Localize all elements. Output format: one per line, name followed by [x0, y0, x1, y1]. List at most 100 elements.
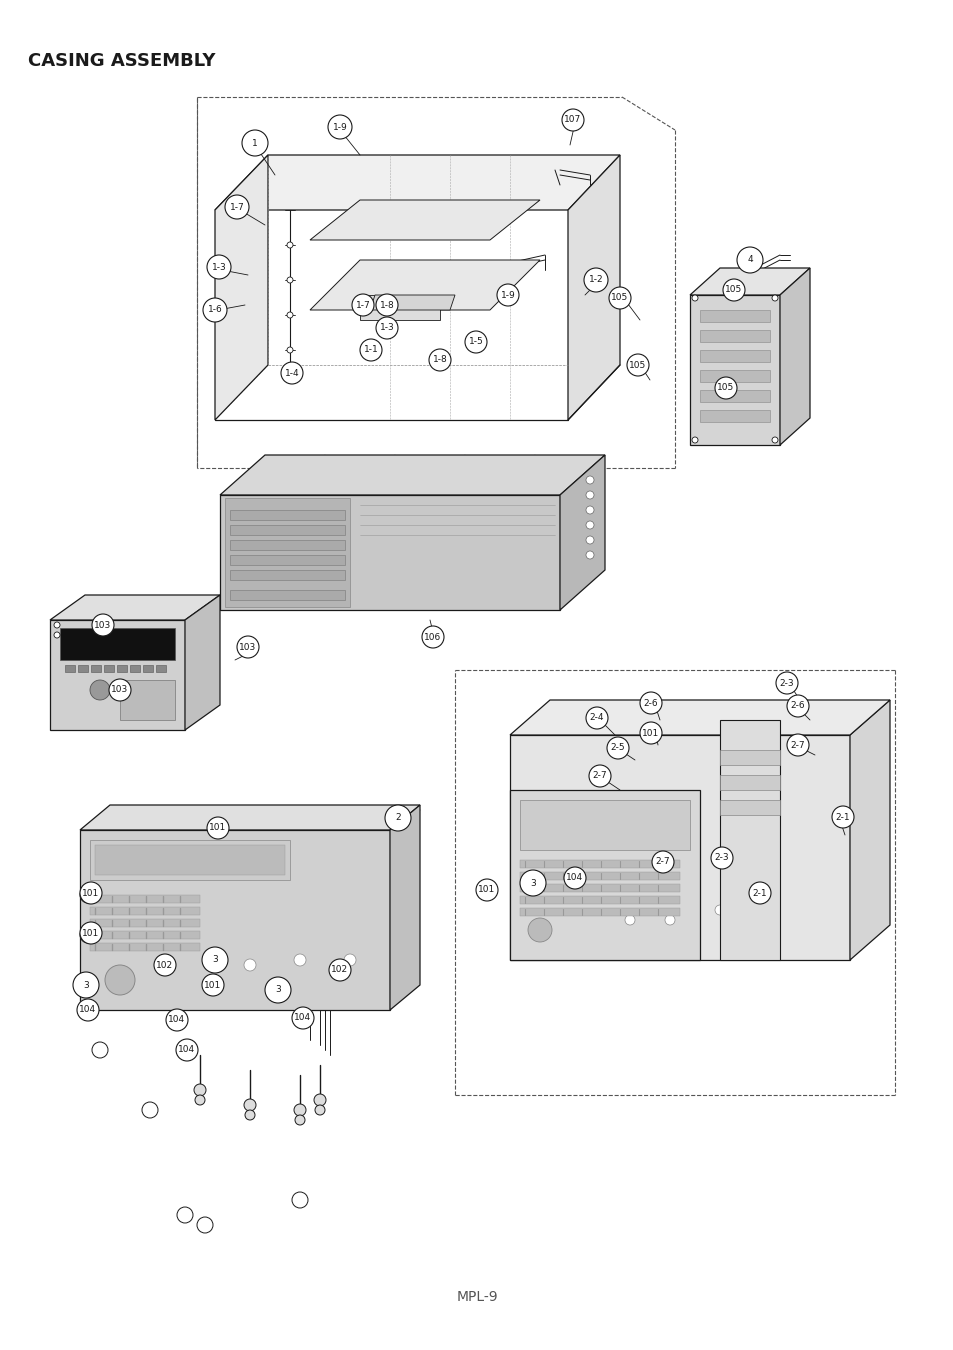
Polygon shape	[567, 155, 619, 420]
Circle shape	[606, 737, 628, 759]
Polygon shape	[80, 830, 390, 1010]
Circle shape	[344, 954, 355, 967]
Polygon shape	[90, 944, 200, 950]
Circle shape	[585, 551, 594, 559]
Polygon shape	[117, 666, 127, 672]
Text: 2: 2	[395, 814, 400, 822]
Polygon shape	[519, 909, 679, 917]
Circle shape	[294, 954, 306, 967]
Text: 2-6: 2-6	[643, 698, 658, 707]
Polygon shape	[700, 310, 769, 323]
Circle shape	[166, 1008, 188, 1031]
Text: 101: 101	[82, 929, 99, 937]
Text: 1-7: 1-7	[230, 202, 244, 212]
Circle shape	[429, 350, 451, 371]
Circle shape	[80, 887, 96, 903]
Polygon shape	[230, 570, 345, 580]
Polygon shape	[700, 390, 769, 402]
Circle shape	[242, 130, 268, 157]
Polygon shape	[519, 860, 679, 868]
Polygon shape	[91, 666, 101, 672]
Circle shape	[80, 927, 96, 944]
Circle shape	[244, 1099, 255, 1111]
Text: 104: 104	[566, 873, 583, 883]
Polygon shape	[185, 595, 220, 730]
Polygon shape	[700, 410, 769, 423]
Circle shape	[294, 1115, 305, 1125]
Circle shape	[608, 288, 630, 309]
Text: 101: 101	[209, 824, 227, 833]
Circle shape	[352, 294, 374, 316]
Polygon shape	[214, 155, 619, 211]
Polygon shape	[780, 269, 809, 446]
Text: MPL-9: MPL-9	[456, 1291, 497, 1304]
Text: CASING ASSEMBLY: CASING ASSEMBLY	[28, 53, 215, 70]
Circle shape	[265, 977, 291, 1003]
Polygon shape	[720, 720, 780, 960]
Circle shape	[287, 312, 293, 319]
Polygon shape	[50, 620, 185, 730]
Text: 1-7: 1-7	[355, 301, 370, 309]
Circle shape	[245, 1110, 254, 1120]
Circle shape	[722, 279, 744, 301]
Circle shape	[421, 626, 443, 648]
Polygon shape	[60, 628, 174, 660]
Polygon shape	[214, 155, 268, 420]
Polygon shape	[156, 666, 166, 672]
Polygon shape	[78, 666, 88, 672]
Circle shape	[91, 614, 113, 636]
Text: 102: 102	[156, 960, 173, 969]
Text: 103: 103	[112, 686, 129, 694]
Text: 2-7: 2-7	[790, 741, 804, 749]
Circle shape	[764, 895, 774, 905]
Text: 2-3: 2-3	[779, 679, 794, 687]
Polygon shape	[510, 701, 889, 734]
Circle shape	[292, 1007, 314, 1029]
Polygon shape	[230, 555, 345, 566]
Circle shape	[639, 693, 661, 714]
Circle shape	[775, 672, 797, 694]
Circle shape	[583, 269, 607, 292]
Text: 105: 105	[611, 293, 628, 302]
Text: 2-3: 2-3	[714, 853, 728, 863]
Circle shape	[691, 437, 698, 443]
Circle shape	[175, 1040, 198, 1061]
Circle shape	[281, 362, 303, 383]
Polygon shape	[359, 296, 439, 320]
Circle shape	[710, 846, 732, 869]
Polygon shape	[90, 840, 290, 880]
Text: 107: 107	[564, 116, 581, 124]
Circle shape	[73, 972, 99, 998]
Polygon shape	[90, 931, 200, 940]
Text: 2-1: 2-1	[835, 813, 849, 822]
Circle shape	[771, 296, 778, 301]
Text: 3: 3	[274, 986, 280, 995]
Text: 1: 1	[252, 139, 257, 147]
Circle shape	[519, 869, 545, 896]
Circle shape	[287, 242, 293, 248]
Text: 3: 3	[212, 956, 217, 964]
Polygon shape	[90, 895, 200, 903]
Circle shape	[225, 194, 249, 219]
Text: 104: 104	[294, 1014, 312, 1022]
Polygon shape	[90, 919, 200, 927]
Circle shape	[624, 915, 635, 925]
Circle shape	[831, 806, 853, 828]
Text: 101: 101	[204, 980, 221, 990]
Polygon shape	[519, 896, 679, 905]
Polygon shape	[510, 790, 700, 960]
Text: 2-5: 2-5	[610, 744, 624, 752]
Polygon shape	[90, 907, 200, 915]
Circle shape	[748, 882, 770, 905]
Circle shape	[375, 294, 397, 316]
Text: 1-8: 1-8	[432, 355, 447, 364]
Text: 101: 101	[82, 888, 99, 898]
Text: 104: 104	[169, 1015, 186, 1025]
Circle shape	[714, 904, 724, 915]
Circle shape	[328, 115, 352, 139]
Circle shape	[294, 1104, 306, 1116]
Polygon shape	[390, 805, 419, 1010]
Circle shape	[585, 506, 594, 514]
Text: 2-6: 2-6	[790, 702, 804, 710]
Polygon shape	[230, 540, 345, 549]
